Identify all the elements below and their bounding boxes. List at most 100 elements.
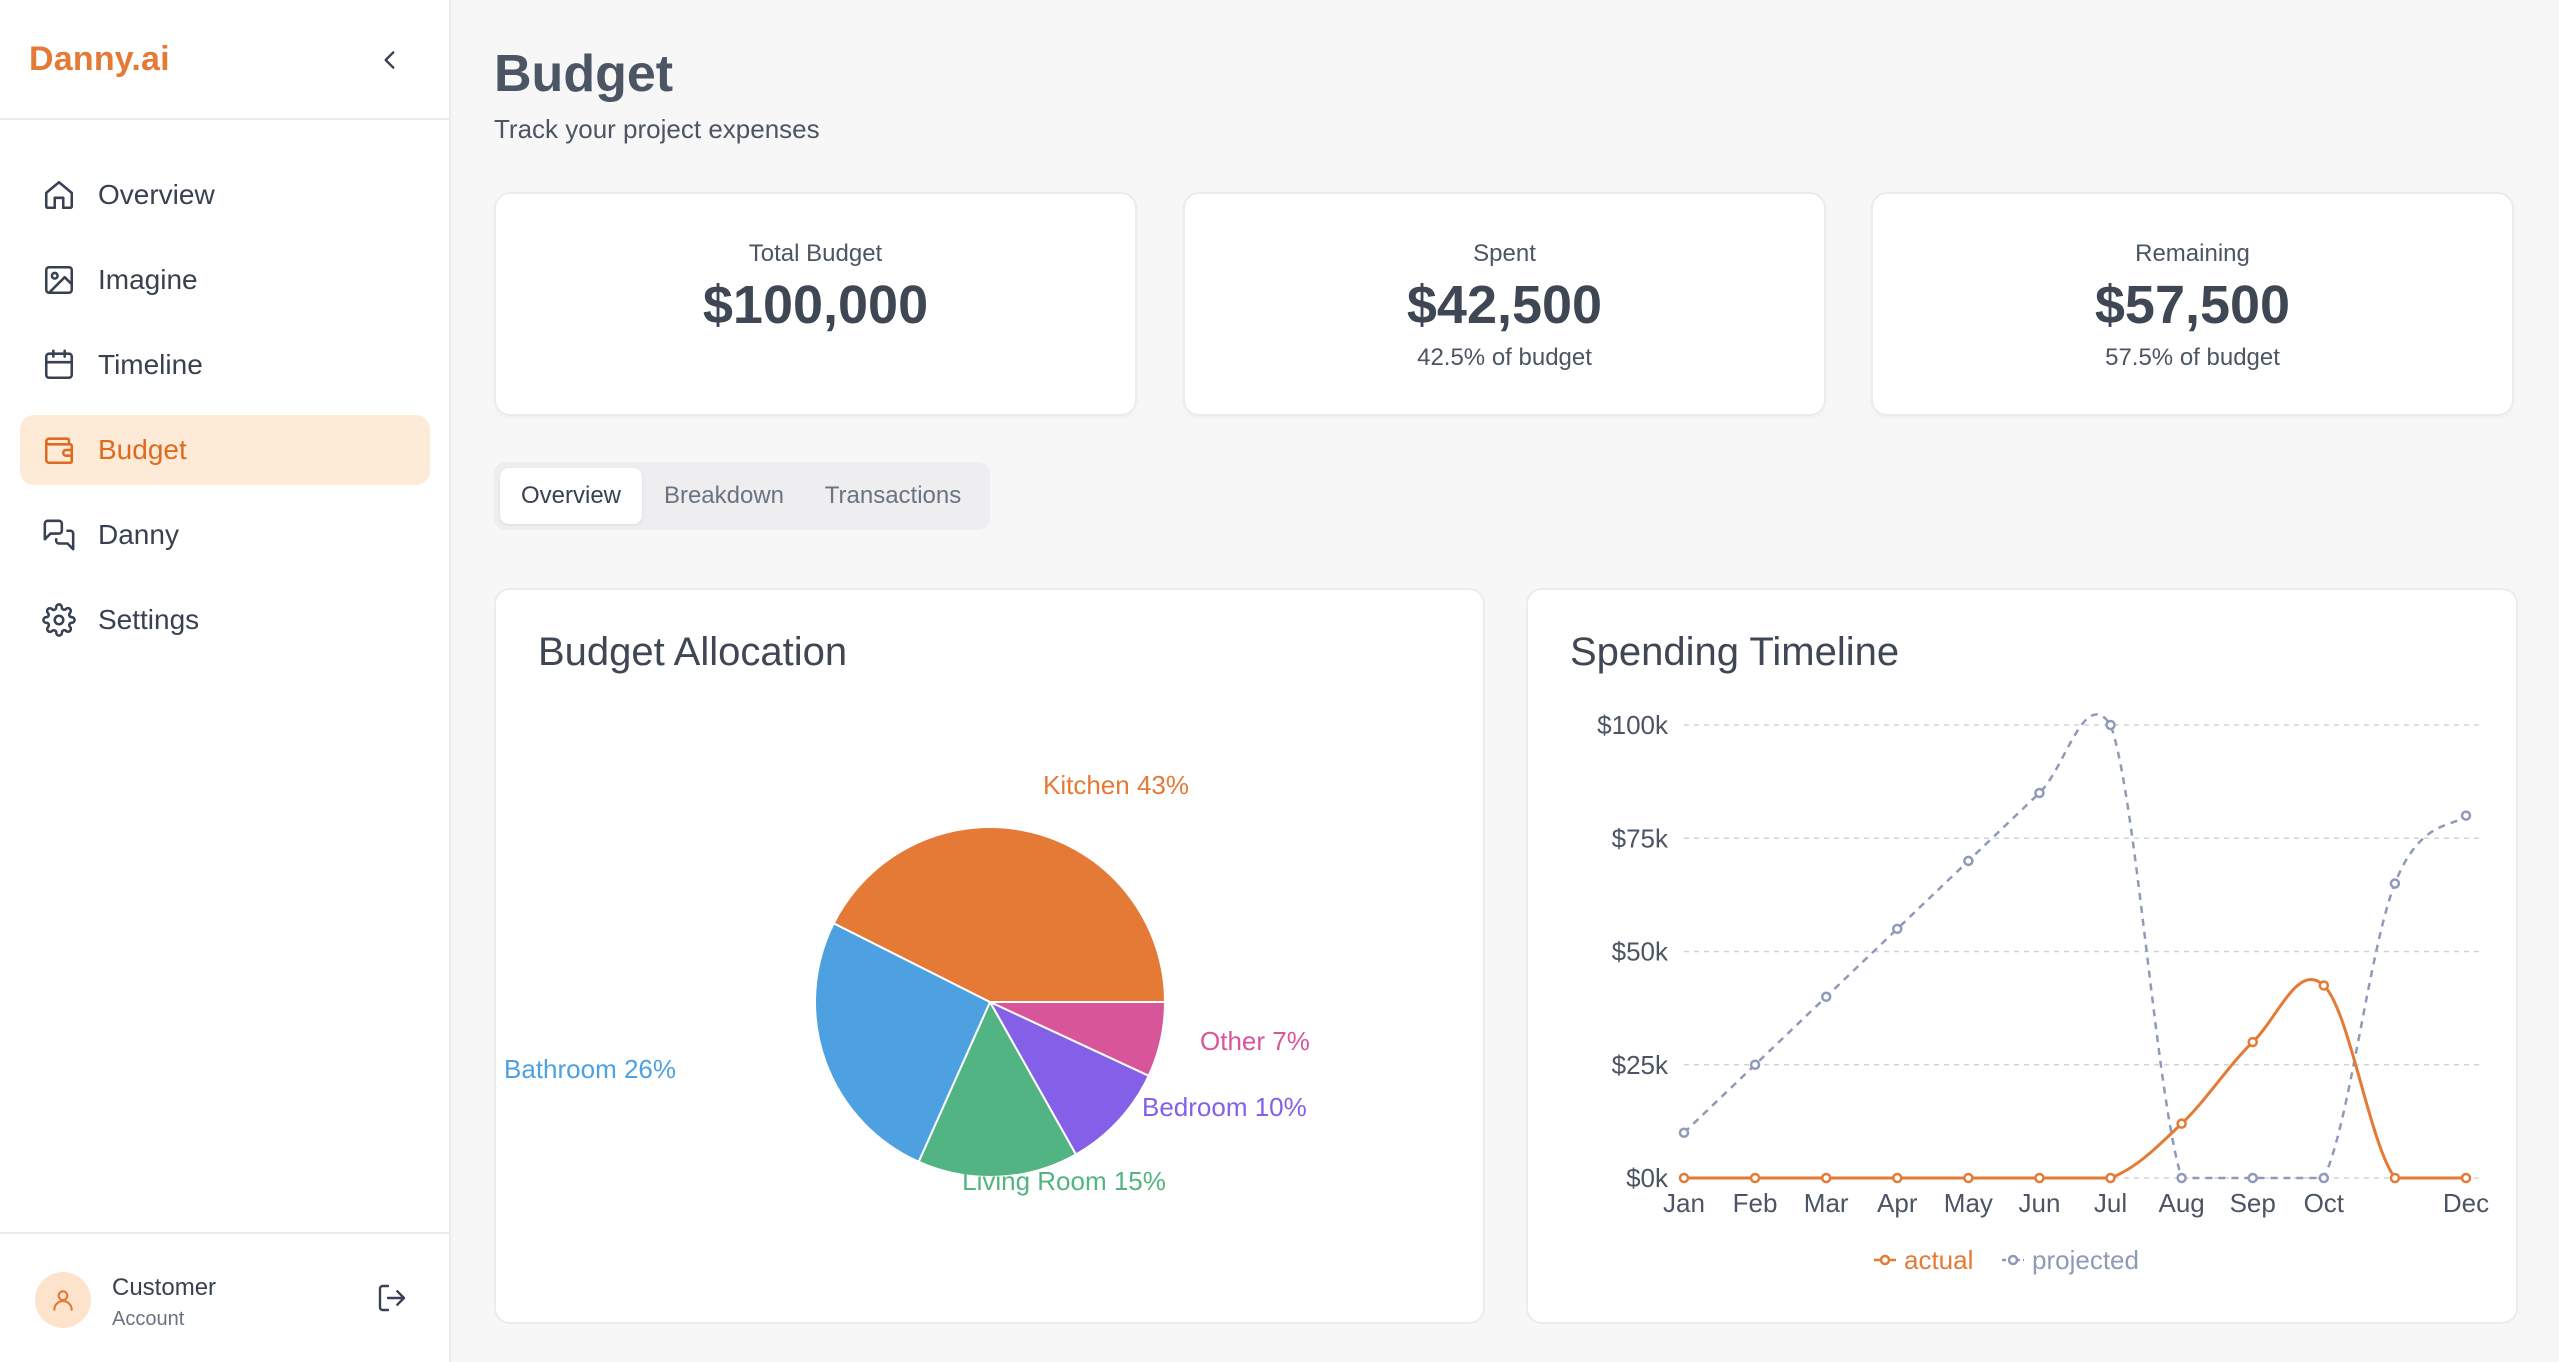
legend-marker-projected (2007, 1254, 2019, 1266)
stat-value: $100,000 (702, 275, 929, 335)
chevron-left-icon (384, 51, 395, 69)
data-point-projected[interactable] (1820, 991, 1832, 1003)
home-icon (40, 176, 78, 214)
x-tick-label: Aug (2159, 1188, 2205, 1218)
pie-slice-bedroom[interactable] (987, 999, 1150, 1156)
stat-label: Remaining (2135, 240, 2250, 267)
tab-overview[interactable]: Overview (500, 468, 642, 524)
data-point-actual[interactable] (1892, 1172, 1903, 1184)
chat-icon (40, 516, 78, 554)
data-point-projected[interactable] (2318, 1172, 2330, 1184)
data-point-actual[interactable] (1678, 1172, 1690, 1184)
sidebar-item-settings[interactable]: Settings (20, 585, 430, 655)
collapse-sidebar-button[interactable] (370, 40, 410, 80)
stat-card-total-budget: Total Budget $100,000 (494, 192, 1137, 416)
x-tick-label: May (1944, 1188, 1993, 1218)
data-point-actual[interactable] (1820, 1172, 1832, 1184)
sidebar-item-label: Settings (98, 604, 200, 635)
data-point-projected[interactable] (1892, 923, 1903, 935)
legend-marker-actual (1879, 1254, 1891, 1266)
sidebar-item-budget[interactable]: Budget (20, 415, 430, 485)
tab-transactions[interactable]: Transactions (824, 482, 962, 509)
stat-subtext: 42.5% of budget (1417, 344, 1592, 371)
x-tick-label: Jan (1663, 1188, 1705, 1218)
user-icon (53, 1290, 73, 1311)
data-point-projected[interactable] (2389, 878, 2401, 889)
pie-slice-kitchen[interactable] (832, 826, 1167, 1003)
budget-allocation-panel: Budget Allocation Kitchen 43% Other 7% Bed… (494, 588, 1485, 1324)
y-tick-label: $75k (1612, 823, 1669, 853)
user-name: Customer (112, 1274, 217, 1301)
data-point-actual[interactable] (2318, 980, 2330, 991)
stat-card-remaining: Remaining $57,500 57.5% of budget (1871, 192, 2514, 416)
sidebar: Danny.ai Overview Imagine Timeline (0, 0, 451, 1362)
data-point-projected[interactable] (1963, 855, 1974, 867)
pie-slice-living-room[interactable] (917, 999, 1078, 1178)
sidebar-nav: Overview Imagine Timeline Budget Danny (20, 160, 430, 670)
data-point-projected[interactable] (2034, 787, 2045, 799)
calendar-icon (40, 346, 78, 384)
y-tick-label: $0k (1626, 1163, 1669, 1193)
sidebar-item-label: Danny (98, 519, 179, 550)
data-point-actual[interactable] (2105, 1172, 2116, 1184)
line-chart: $0k $25k $50k $75k $100k Jan Feb Mar Apr May Jun Ju… (1597, 710, 2489, 1275)
x-tick-label: Dec (2443, 1188, 2489, 1218)
brand-row: Danny.ai (0, 0, 449, 120)
data-point-actual[interactable] (2389, 1172, 2401, 1184)
y-tick-label: $25k (1612, 1050, 1669, 1080)
x-tick-label: Jun (2018, 1188, 2060, 1218)
data-point-projected[interactable] (1678, 1127, 1690, 1138)
chart-legend: actual projected (1874, 1245, 2139, 1275)
page-title: Budget (494, 45, 674, 103)
brand-logo[interactable]: Danny.ai (29, 40, 170, 78)
x-tick-label: Feb (1733, 1188, 1778, 1218)
sidebar-item-overview[interactable]: Overview (20, 160, 430, 230)
sidebar-footer: Customer Account (0, 1232, 449, 1362)
x-tick-label: Mar (1804, 1188, 1849, 1218)
data-point-projected[interactable] (2460, 810, 2472, 821)
data-point-actual[interactable] (2460, 1172, 2472, 1184)
x-tick-label: Sep (2230, 1188, 2276, 1218)
page-subtitle: Track your project expenses (494, 114, 820, 144)
logout-button[interactable] (372, 1278, 412, 1318)
sidebar-item-timeline[interactable]: Timeline (20, 330, 430, 400)
pie-slice-bathroom[interactable] (814, 921, 992, 1164)
pie-label-other: Other 7% (1200, 1026, 1310, 1056)
data-point-actual[interactable] (2176, 1118, 2187, 1129)
stat-label: Total Budget (748, 240, 883, 267)
pie-chart: Kitchen 43% Other 7% Bedroom 10% Living Roo… (504, 770, 1310, 1196)
series-line-projected (1683, 713, 2467, 1180)
tab-bar: Overview Breakdown Transactions (494, 462, 990, 530)
x-tick-label: Oct (2304, 1188, 2345, 1218)
stat-label: Spent (1473, 240, 1536, 267)
user-role: Account (112, 1308, 185, 1330)
sidebar-item-imagine[interactable]: Imagine (20, 245, 430, 315)
stat-subtext: 57.5% of budget (2105, 344, 2280, 371)
x-tick-label: Jul (2094, 1188, 2127, 1218)
x-tick-label: Apr (1877, 1188, 1918, 1218)
data-point-projected[interactable] (2176, 1172, 2187, 1184)
sidebar-item-danny[interactable]: Danny (20, 500, 430, 570)
pie-label-bedroom: Bedroom 10% (1142, 1092, 1307, 1122)
legend-label-projected[interactable]: projected (2032, 1245, 2139, 1275)
data-point-projected[interactable] (2105, 719, 2116, 731)
tab-breakdown[interactable]: Breakdown (663, 482, 785, 509)
data-point-actual[interactable] (1749, 1172, 1761, 1184)
data-point-projected[interactable] (2247, 1172, 2258, 1184)
legend-label-actual[interactable]: actual (1904, 1245, 1973, 1275)
y-tick-label: $100k (1597, 710, 1669, 740)
sidebar-item-label: Budget (98, 434, 187, 465)
avatar[interactable] (35, 1272, 91, 1328)
image-icon (40, 261, 78, 299)
pie-label-kitchen: Kitchen 43% (1043, 770, 1189, 800)
panel-title: Budget Allocation (538, 630, 848, 674)
data-point-actual[interactable] (2247, 1036, 2258, 1048)
data-point-projected[interactable] (1749, 1059, 1761, 1070)
stat-card-spent: Spent $42,500 42.5% of budget (1183, 192, 1826, 416)
panel-title: Spending Timeline (1570, 630, 1900, 674)
data-point-actual[interactable] (1963, 1172, 1974, 1184)
pie-label-bathroom: Bathroom 26% (504, 1054, 676, 1084)
sidebar-item-label: Imagine (98, 264, 198, 295)
data-point-actual[interactable] (2034, 1172, 2045, 1184)
y-tick-label: $50k (1612, 937, 1669, 967)
